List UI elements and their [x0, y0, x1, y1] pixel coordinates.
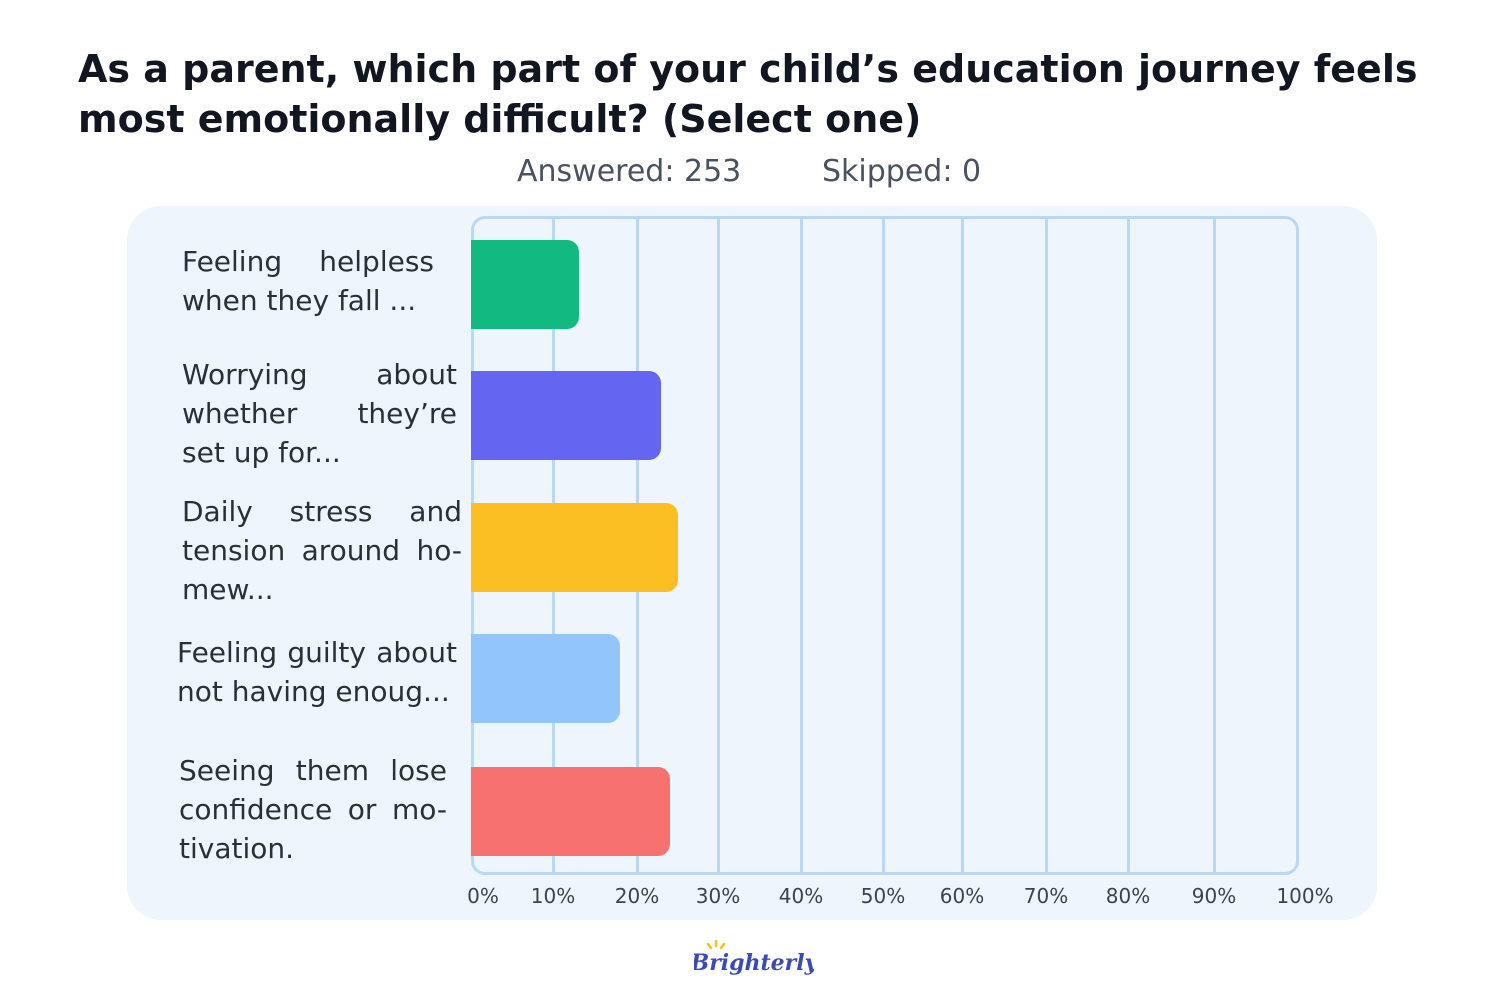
tick-label: 90%	[1191, 884, 1237, 908]
tick-label: 70%	[1023, 884, 1069, 908]
gridline	[1127, 216, 1130, 875]
tick-label: 30%	[695, 884, 741, 908]
chart-panel	[127, 206, 1377, 920]
tick-label: 100%	[1276, 884, 1334, 908]
category-label-5: Seeing them lose confidence or mo-tivati…	[179, 754, 447, 865]
gridline	[1045, 216, 1048, 875]
tick-label: 50%	[860, 884, 906, 908]
gridline	[800, 216, 803, 875]
answered-count: Answered: 253	[517, 154, 742, 189]
bar-4	[471, 634, 621, 723]
svg-text:Brighterly: Brighterly	[694, 950, 814, 976]
category-label-2: Worrying about whether they’re set up fo…	[182, 358, 457, 469]
gridline	[717, 216, 720, 875]
chart-title: As a parent, which part of your child’s …	[78, 47, 1418, 141]
bar-5	[471, 767, 670, 856]
gridline	[882, 216, 885, 875]
skipped-count: Skipped: 0	[822, 154, 982, 189]
brighterly-logo: Brighterly	[694, 940, 814, 976]
tick-label: 0%	[467, 884, 499, 908]
bar-3	[471, 503, 678, 592]
bar-2	[471, 371, 662, 460]
category-label-4: Feeling guilty about not having enoug...	[177, 636, 457, 708]
tick-label: 80%	[1105, 884, 1151, 908]
category-label-3: Daily stress and tension around ho-mew..…	[182, 495, 462, 606]
tick-label: 10%	[530, 884, 576, 908]
category-label-1: Feeling helpless when they fall ...	[182, 245, 434, 317]
response-stats: Answered: 253 Skipped: 0	[0, 152, 1500, 192]
tick-label: 60%	[939, 884, 985, 908]
sun-spark-icon	[706, 940, 726, 950]
bar-1	[471, 240, 579, 329]
tick-label: 40%	[778, 884, 824, 908]
gridline	[961, 216, 964, 875]
tick-label: 20%	[614, 884, 660, 908]
gridline	[1213, 216, 1216, 875]
